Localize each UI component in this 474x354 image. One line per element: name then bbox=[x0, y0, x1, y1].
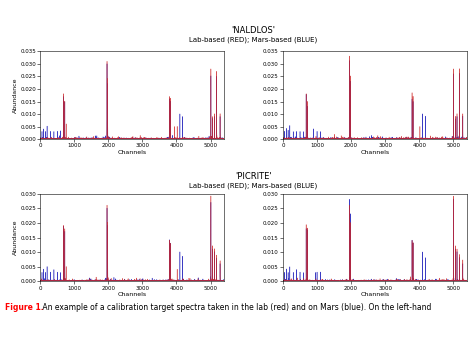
X-axis label: Channels: Channels bbox=[360, 292, 390, 297]
Text: Figure 1.: Figure 1. bbox=[5, 303, 43, 312]
Text: An example of a calibration target spectra taken in the lab (red) and on Mars (b: An example of a calibration target spect… bbox=[40, 303, 432, 312]
Y-axis label: Abundance: Abundance bbox=[13, 78, 18, 113]
X-axis label: Channels: Channels bbox=[118, 150, 147, 155]
X-axis label: Channels: Channels bbox=[360, 150, 390, 155]
Text: Lab-based (RED); Mars-based (BLUE): Lab-based (RED); Mars-based (BLUE) bbox=[190, 183, 318, 189]
Text: Lab-based (RED); Mars-based (BLUE): Lab-based (RED); Mars-based (BLUE) bbox=[190, 37, 318, 43]
Text: 'NALDLOS': 'NALDLOS' bbox=[232, 27, 275, 35]
Text: 'PICRITE': 'PICRITE' bbox=[235, 172, 272, 181]
Y-axis label: Abundance: Abundance bbox=[13, 220, 18, 255]
X-axis label: Channels: Channels bbox=[118, 292, 147, 297]
